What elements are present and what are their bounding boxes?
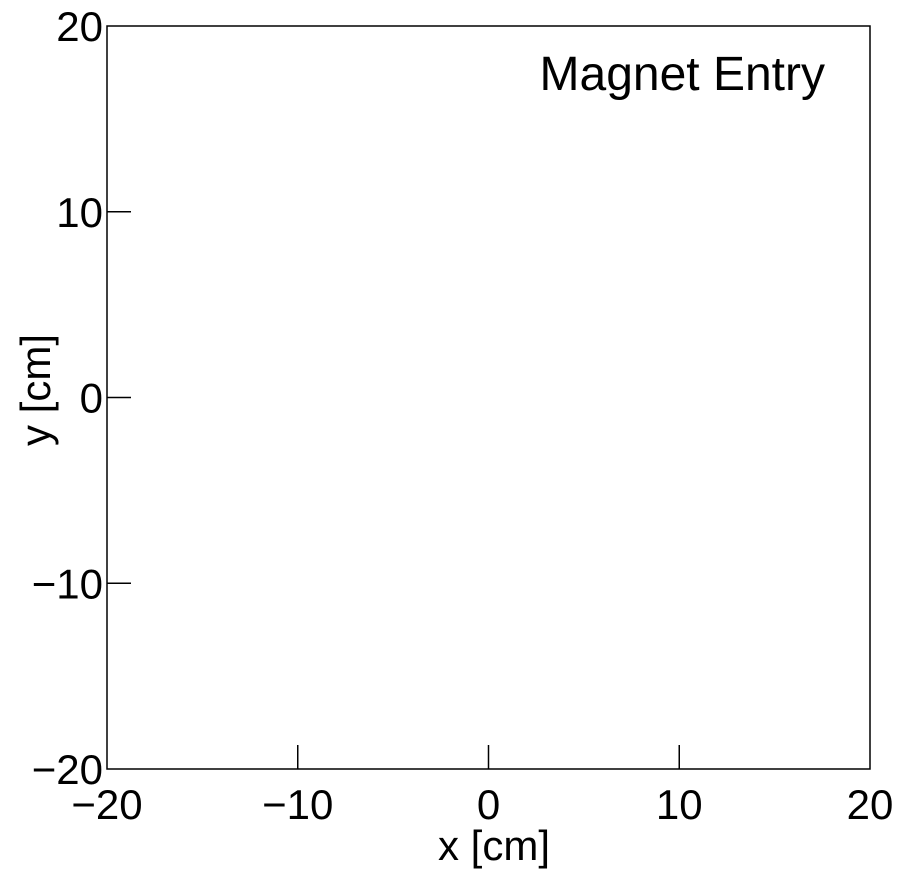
plot-frame (106, 25, 871, 770)
y-tick-label: 20 (56, 3, 103, 50)
y-tick-label: 10 (56, 189, 103, 236)
x-tick-label: 20 (847, 781, 894, 828)
x-tick-label: 0 (477, 781, 500, 828)
y-tick-label: −20 (32, 746, 103, 793)
x-axis-label: x [cm] (438, 822, 550, 869)
axis-tick-labels: −20 −10 0 10 20 −20 −10 0 10 20 (32, 3, 894, 828)
x-tick-label: −10 (262, 781, 333, 828)
y-axis-label: y [cm] (12, 334, 59, 446)
annotation-label: Magnet Entry (540, 48, 825, 101)
x-tick-label: −20 (71, 781, 142, 828)
y-tick-label: −10 (32, 560, 103, 607)
x-tick-label: 10 (656, 781, 703, 828)
axis-ticks (107, 211, 680, 769)
y-tick-label: 0 (80, 375, 103, 422)
